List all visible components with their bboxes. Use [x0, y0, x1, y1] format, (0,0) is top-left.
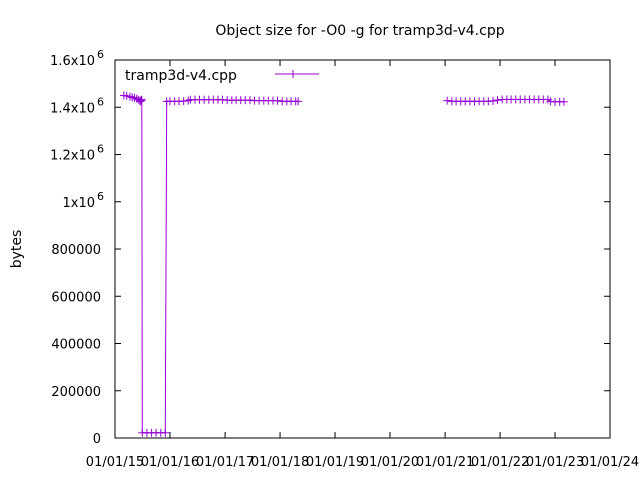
data-point [136, 97, 145, 106]
x-tick-label: 01/01/21 [416, 455, 474, 470]
y-tick-label: 0 [93, 432, 101, 447]
y-tick-exponent: 6 [97, 190, 104, 203]
series-line [123, 94, 299, 434]
x-tick-label: 01/01/18 [251, 455, 309, 470]
x-tick-label: 01/01/17 [196, 455, 254, 470]
data-point [273, 96, 282, 105]
data-point [493, 96, 502, 105]
y-tick-label: 400000 [51, 338, 101, 353]
y-tick-label: 1x10 [62, 196, 95, 211]
y-tick-label: 200000 [51, 385, 101, 400]
y-axis-label: bytes [9, 230, 25, 269]
series-layer [119, 91, 568, 437]
y-tick-label: 1.2x10 [50, 149, 95, 164]
plot-frame [114, 59, 611, 439]
legend-label: tramp3d-v4.cpp [125, 68, 237, 84]
y-tick-exponent: 6 [97, 95, 104, 108]
y-tick-label: 1.6x10 [50, 54, 95, 69]
y-tick-label: 1.4x10 [50, 101, 95, 116]
x-tick-label: 01/01/22 [471, 455, 529, 470]
x-tick-label: 01/01/15 [86, 455, 144, 470]
data-point [184, 96, 193, 105]
x-tick-label: 01/01/16 [141, 455, 199, 470]
chart-title: Object size for -O0 -g for tramp3d-v4.cp… [215, 23, 504, 39]
x-tick-label: 01/01/23 [526, 455, 584, 470]
data-point [443, 96, 452, 105]
data-point [488, 96, 497, 105]
data-point [294, 97, 303, 106]
y-tick-label: 800000 [51, 243, 101, 258]
y-tick-exponent: 6 [97, 143, 104, 156]
x-axis: 01/01/1501/01/1601/01/1701/01/1801/01/19… [86, 60, 639, 470]
data-point [137, 95, 146, 104]
x-tick-label: 01/01/19 [306, 455, 364, 470]
y-tick-label: 600000 [51, 290, 101, 305]
data-point [559, 97, 568, 106]
y-tick-exponent: 6 [97, 48, 104, 61]
x-tick-label: 01/01/24 [581, 455, 639, 470]
legend: tramp3d-v4.cpp [125, 68, 319, 84]
x-tick-label: 01/01/20 [361, 455, 419, 470]
data-point [161, 428, 170, 437]
